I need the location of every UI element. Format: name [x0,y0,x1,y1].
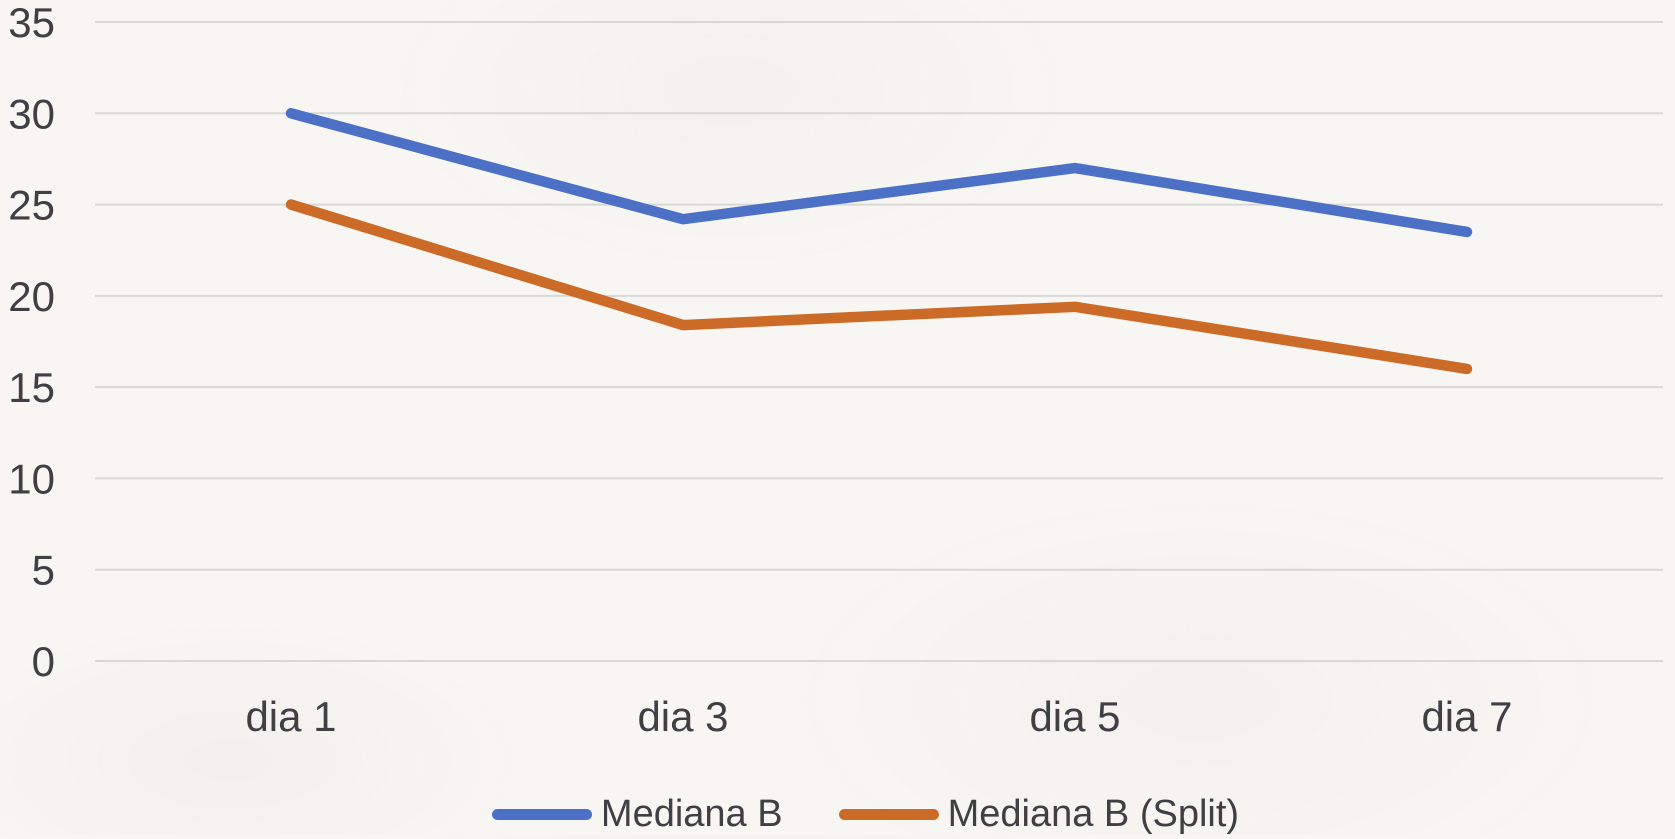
series-line-mediana-b [285,108,1473,238]
x-axis-label-dia-5: dia 5 [1029,693,1120,740]
legend: Mediana B Mediana B (Split) [28,789,1675,839]
x-axis-label-dia-7: dia 7 [1421,693,1512,740]
legend-label-mediana-b: Mediana B [600,792,783,835]
series-line-mediana-b-split [285,199,1473,375]
x-axis-label-dia-1: dia 1 [245,693,336,740]
legend-item-mediana-b: Mediana B [491,792,783,836]
x-axis-label-dia-3: dia 3 [637,693,728,740]
legend-label-mediana-b-split: Mediana B (Split) [947,792,1240,835]
y-tick-label-20: 20 [8,273,55,320]
y-tick-label-5: 5 [32,547,55,594]
y-tick-label-15: 15 [8,364,55,411]
legend-swatch-mediana-b-split-icon [838,808,939,820]
y-tick-label-25: 25 [8,182,55,229]
y-tick-label-35: 35 [8,0,55,46]
legend-item-mediana-b-split: Mediana B (Split) [838,792,1240,836]
y-tick-label-30: 30 [8,90,55,137]
y-tick-label-0: 0 [32,638,55,685]
legend-swatch-mediana-b-icon [491,808,592,820]
y-tick-label-10: 10 [8,455,55,502]
